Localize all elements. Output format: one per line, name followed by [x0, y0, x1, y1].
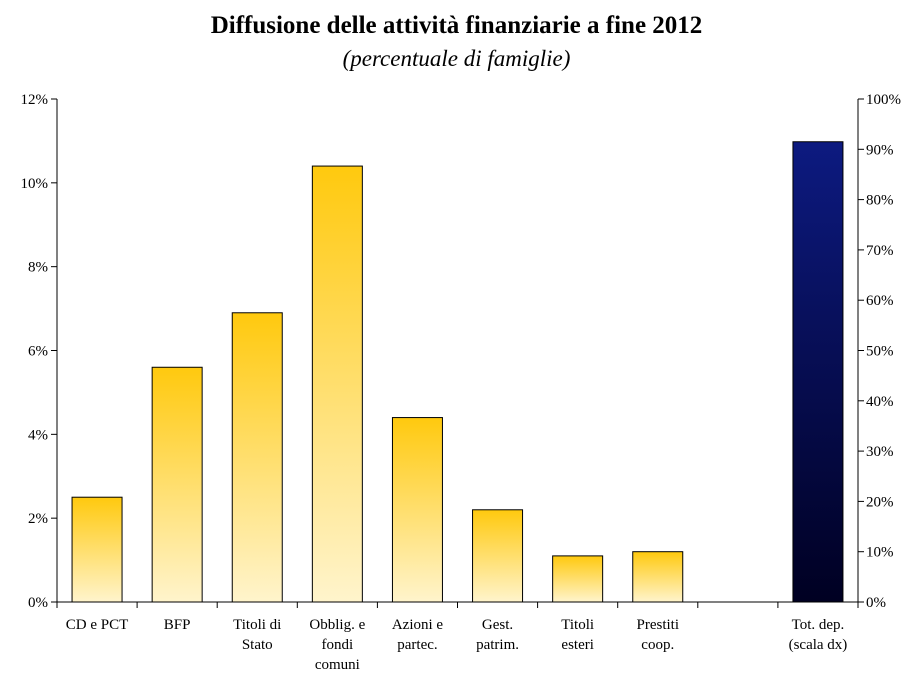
y-right-tick-label: 30% — [866, 444, 894, 460]
x-tick-label: Gest. — [482, 617, 513, 633]
bar — [391, 417, 443, 603]
bar — [231, 312, 283, 603]
y-left-tick-label: 0% — [28, 595, 48, 611]
x-tick-label: esteri — [561, 637, 593, 653]
y-right-tick-label: 40% — [866, 394, 894, 410]
chart-subtitle: (percentuale di famiglie) — [342, 46, 571, 71]
y-left-tick-label: 4% — [28, 427, 48, 443]
bar — [311, 165, 363, 603]
y-right-tick-label: 70% — [866, 243, 894, 259]
y-left-tick-label: 6% — [28, 344, 48, 360]
y-left-tick-label: 10% — [21, 176, 49, 192]
x-tick-label: Prestiti — [636, 617, 679, 633]
y-right-tick-label: 0% — [866, 595, 886, 611]
y-right-tick-label: 100% — [866, 92, 901, 108]
y-right-tick-label: 90% — [866, 142, 894, 158]
bar — [552, 555, 604, 603]
x-tick-label: comuni — [315, 657, 360, 673]
x-tick-label: Titoli di — [233, 617, 281, 633]
x-tick-label: CD e PCT — [66, 617, 129, 633]
bar — [151, 366, 203, 603]
chart-title: Diffusione delle attività finanziarie a … — [210, 12, 703, 39]
bar — [472, 509, 524, 603]
y-right-tick-label: 50% — [866, 344, 894, 360]
y-right-tick-label: 10% — [866, 545, 894, 561]
bar — [632, 551, 684, 603]
x-tick-label: Titoli — [561, 617, 594, 633]
y-left-tick-label: 12% — [21, 92, 49, 108]
x-tick-label: fondi — [322, 637, 354, 653]
y-left-tick-label: 8% — [28, 260, 48, 276]
y-right-tick-label: 60% — [866, 293, 894, 309]
y-right-tick-label: 80% — [866, 193, 894, 209]
x-tick-label: Stato — [242, 637, 273, 653]
y-left-tick-label: 2% — [28, 511, 48, 527]
x-tick-label: partec. — [397, 637, 437, 653]
x-tick-label: coop. — [641, 637, 674, 653]
x-tick-label: (scala dx) — [789, 637, 848, 653]
x-tick-label: Azioni e — [392, 617, 444, 633]
y-right-tick-label: 20% — [866, 494, 894, 510]
x-tick-label: BFP — [164, 617, 191, 633]
x-tick-label: patrim. — [476, 637, 519, 653]
bar — [71, 496, 123, 603]
bar-right-axis — [792, 141, 844, 603]
x-tick-label: Tot. dep. — [792, 617, 845, 633]
x-tick-label: Obblig. e — [309, 617, 365, 633]
